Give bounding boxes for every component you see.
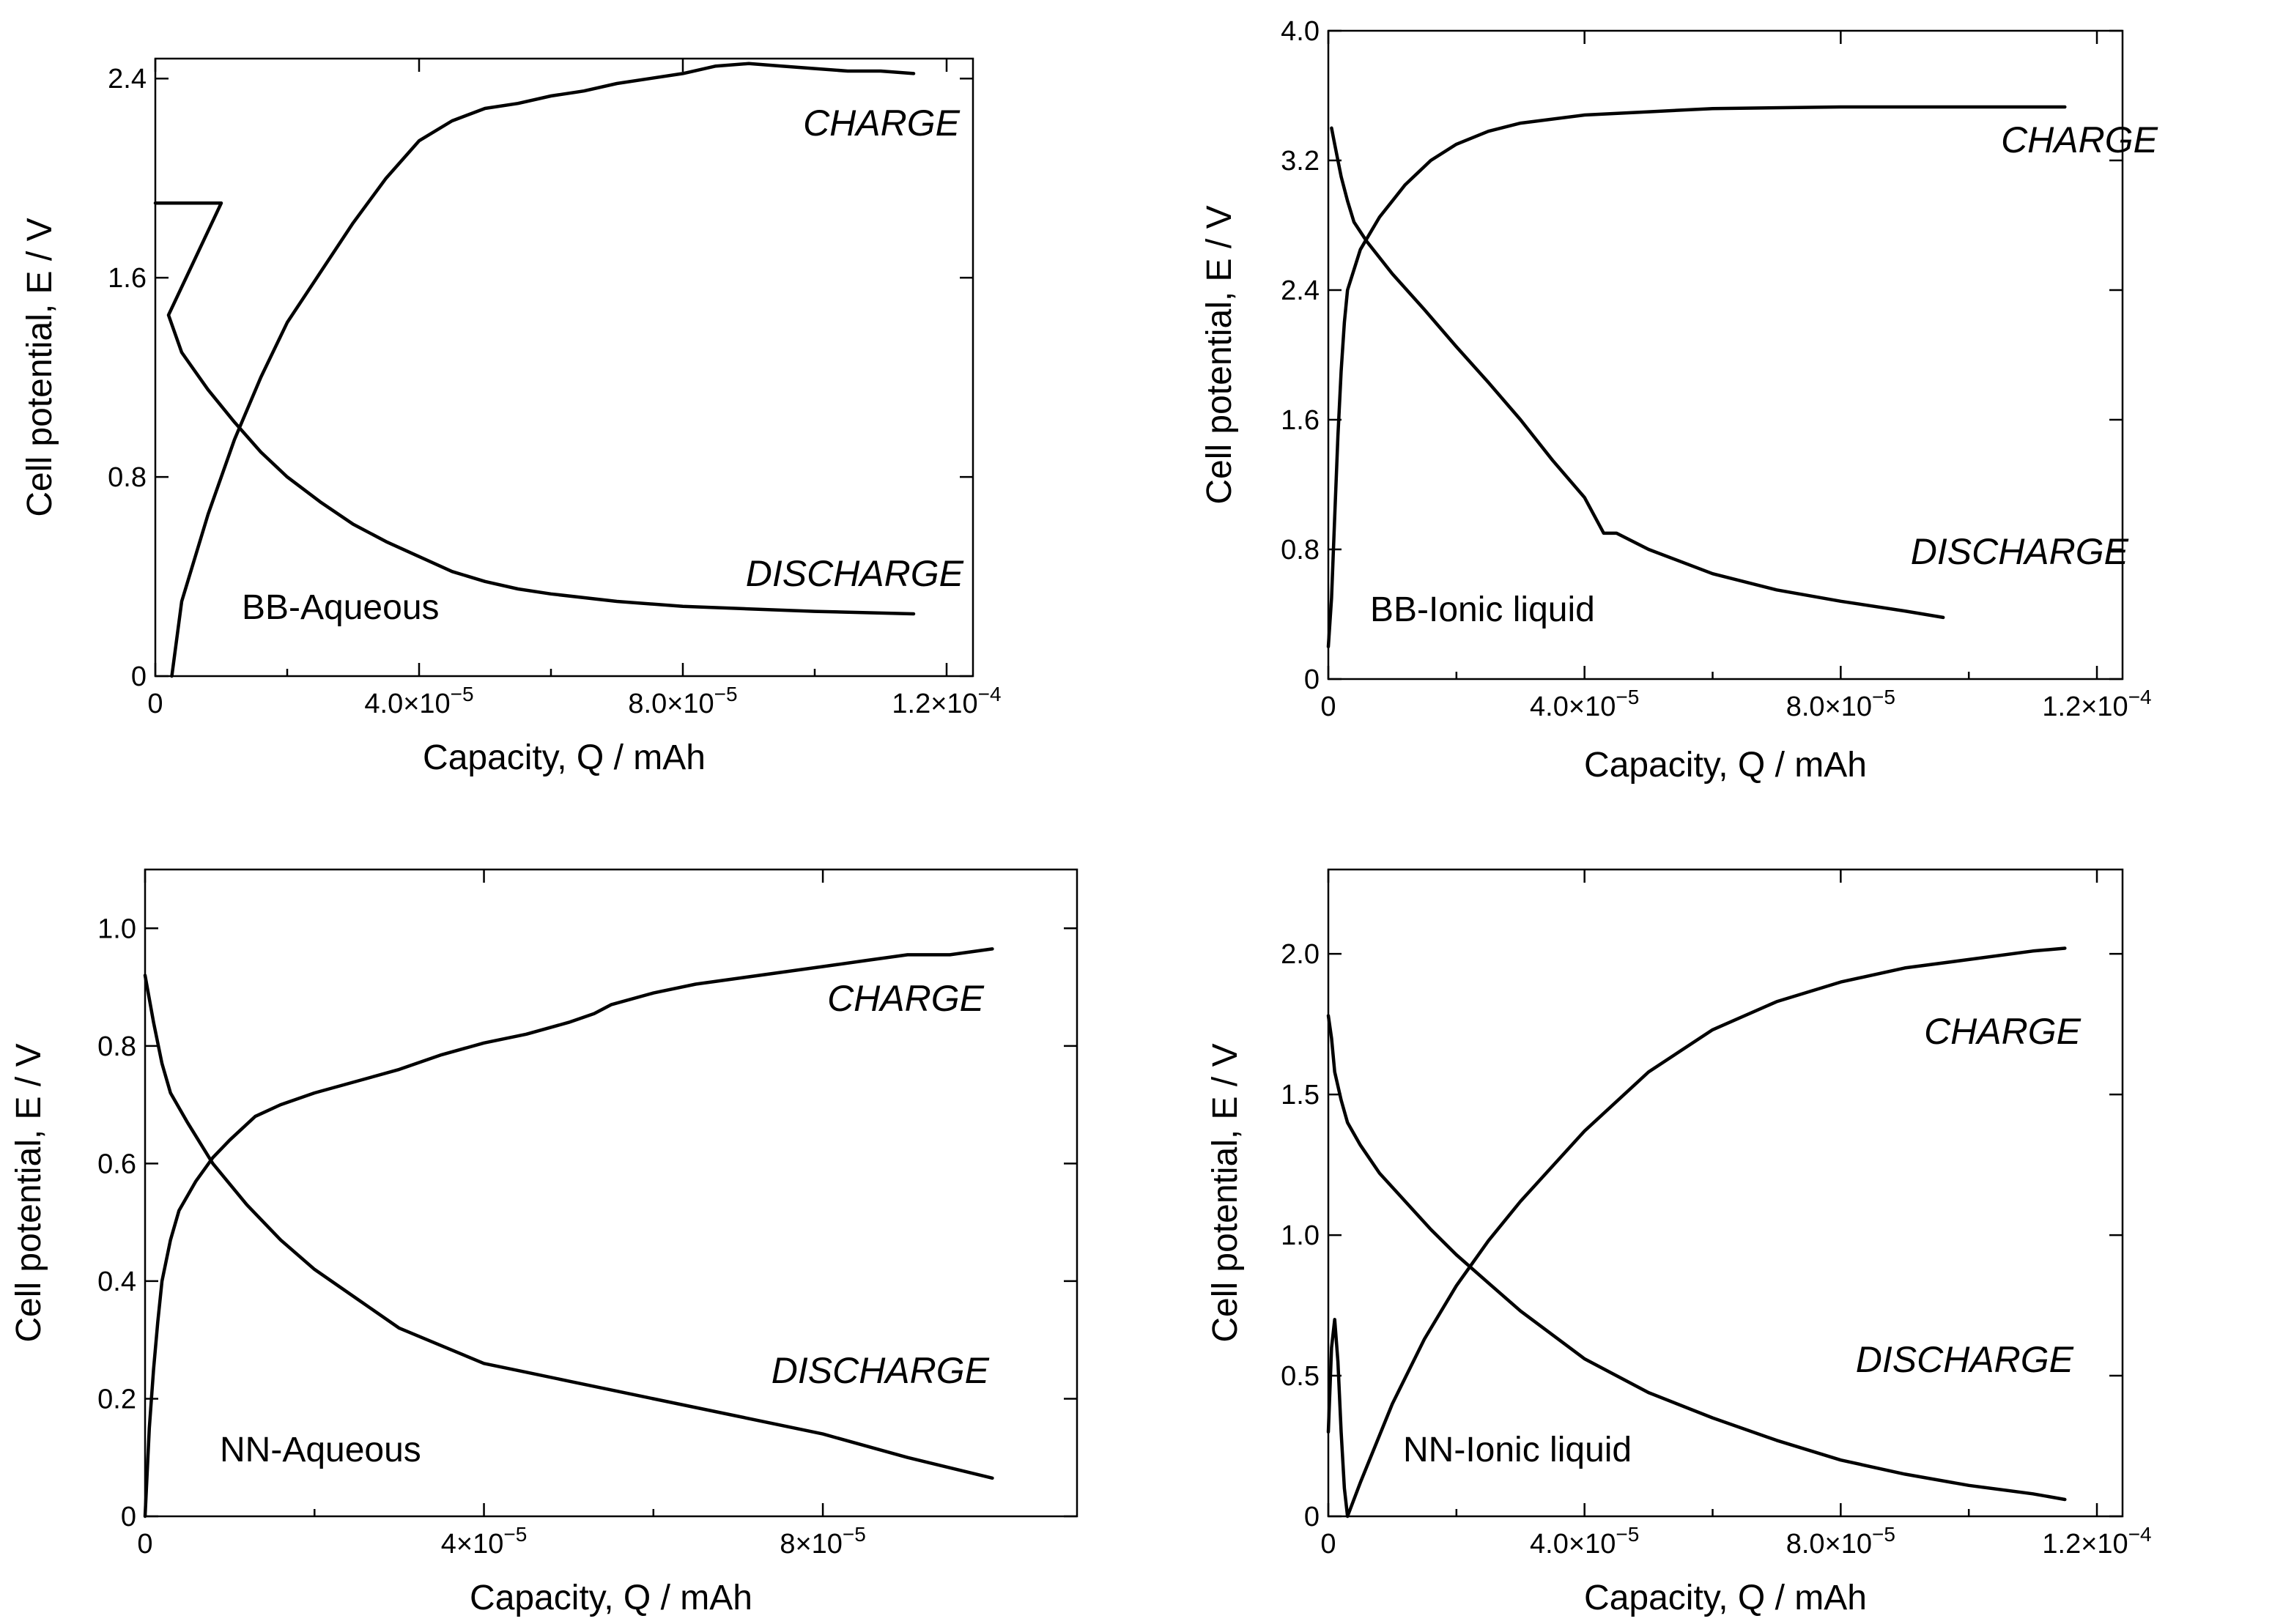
chart-panel-2: 0 0.8 1.6 2.4 3.2 4.0 0 4.0×10−5 8.0×10−5 1.2×10−…	[1200, 16, 2158, 785]
y-tick-label: 4.0	[1281, 16, 1320, 47]
x-tick-label: 0	[1320, 692, 1336, 722]
chart-panel-3: 0 0.2 0.4 0.6 0.8 1.0 0 4×10−5 8×10−5 Capacity, Q…	[10, 868, 1078, 1617]
x-tick-label: 8×10−5	[780, 1523, 866, 1560]
series-label-discharge: DISCHARGE	[1911, 531, 2129, 572]
panel-label: NN-Aqueous	[220, 1431, 421, 1469]
x-tick-label: 8.0×10−5	[1786, 1523, 1895, 1560]
panel-label: BB-Aqueous	[242, 588, 440, 627]
y-axis-title: Cell potential, E / V	[10, 1043, 48, 1342]
series-line-discharge	[143, 974, 994, 1480]
x-tick-label: 1.2×10−4	[892, 683, 1001, 719]
chart-panel-4: 0 0.5 1.0 1.5 2.0 0 4.0×10−5 8.0×10−5 1.2×10−4 Ca…	[1206, 868, 2152, 1617]
y-tick-label: 1.5	[1281, 1080, 1320, 1111]
x-tick-label: 1.2×10−4	[2042, 1523, 2151, 1560]
plot-frame	[154, 57, 974, 678]
series-label-discharge: DISCHARGE	[746, 553, 964, 594]
x-tick-label: 4×10−5	[441, 1523, 528, 1560]
y-tick-label: 0.5	[1281, 1361, 1320, 1392]
y-axis-title: Cell potential, E / V	[1206, 1043, 1245, 1342]
y-tick-label: 2.0	[1281, 939, 1320, 970]
y-tick-label: 0.2	[97, 1384, 136, 1414]
series-label-charge: CHARGE	[827, 978, 985, 1019]
y-tick-label: 2.4	[1281, 275, 1320, 306]
series-line-discharge	[1330, 126, 1945, 620]
x-tick-label: 1.2×10−4	[2042, 686, 2151, 722]
y-tick-label: 3.2	[1281, 146, 1320, 177]
x-axis-title: Capacity, Q / mAh	[470, 1579, 752, 1617]
series-line-discharge	[153, 201, 916, 616]
y-tick-label: 0.8	[97, 1031, 136, 1062]
y-tick-label: 0	[1304, 1502, 1320, 1532]
x-tick-label: 0	[137, 1529, 152, 1560]
plot-frame	[144, 868, 1078, 1518]
y-tick-label: 1.0	[97, 913, 136, 944]
x-axis-title: Capacity, Q / mAh	[1584, 1579, 1867, 1617]
x-tick-label: 4.0×10−5	[364, 683, 473, 719]
y-tick-label: 0.8	[1281, 535, 1320, 566]
chart-panel-1: 0 0.8 1.6 2.4 0 4.0×10−5 8.0×10−5 1.2×10−4 Capac…	[21, 57, 1002, 777]
y-tick-label: 1.0	[1281, 1220, 1320, 1251]
panel-label: BB-Ionic liquid	[1370, 590, 1595, 629]
plot-frame	[1327, 868, 2124, 1518]
plot-frame	[1327, 29, 2124, 681]
x-axis-title: Capacity, Q / mAh	[1584, 746, 1867, 785]
series-label-discharge: DISCHARGE	[771, 1350, 990, 1391]
series-label-charge: CHARGE	[1924, 1011, 2082, 1052]
y-tick-label: 0	[131, 661, 147, 692]
y-tick-label: 0	[1304, 664, 1320, 695]
y-tick-label: 0.8	[108, 462, 147, 493]
x-tick-label: 0	[147, 689, 163, 719]
y-tick-label: 1.6	[108, 263, 147, 294]
series-label-charge: CHARGE	[2001, 119, 2158, 160]
y-tick-label: 2.4	[108, 64, 147, 94]
y-axis-title: Cell potential, E / V	[21, 218, 59, 516]
series-line-discharge	[1326, 1014, 2067, 1502]
y-tick-label: 0.4	[97, 1267, 136, 1297]
x-axis-title: Capacity, Q / mAh	[423, 738, 706, 777]
y-axis-title: Cell potential, E / V	[1200, 205, 1239, 504]
series-line-charge	[1326, 946, 2067, 1519]
series-label-discharge: DISCHARGE	[1856, 1339, 2074, 1380]
x-tick-label: 8.0×10−5	[1786, 686, 1895, 722]
y-tick-label: 1.6	[1281, 405, 1320, 436]
y-tick-label: 0.6	[97, 1149, 136, 1179]
y-tick-label: 0	[121, 1502, 136, 1532]
x-tick-label: 4.0×10−5	[1530, 686, 1639, 722]
series-line-charge	[1326, 105, 2067, 649]
series-line-charge	[143, 947, 994, 1519]
x-tick-label: 0	[1320, 1529, 1336, 1560]
series-line-charge	[170, 62, 916, 678]
series-label-charge: CHARGE	[803, 103, 961, 144]
x-tick-label: 4.0×10−5	[1530, 1523, 1639, 1560]
panel-label: NN-Ionic liquid	[1403, 1431, 1632, 1469]
x-tick-label: 8.0×10−5	[628, 683, 737, 719]
